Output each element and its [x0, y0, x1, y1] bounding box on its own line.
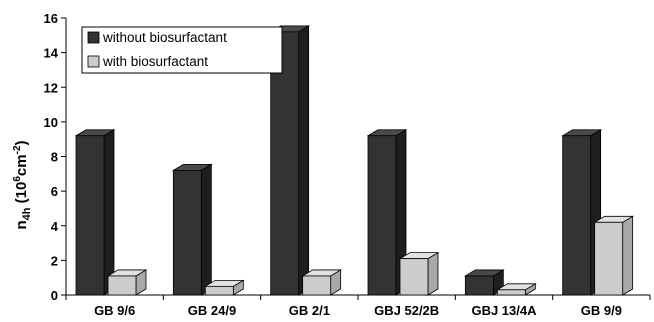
- y-tick-label: 4: [51, 219, 59, 234]
- y-tick-label: 8: [51, 150, 58, 165]
- bar-front-face: [108, 276, 136, 295]
- bar-front-face: [303, 276, 331, 295]
- y-tick-label: 16: [44, 11, 58, 26]
- bar-front-face: [595, 222, 623, 295]
- legend: without biosurfactant with biosurfactant: [82, 27, 282, 73]
- y-tick-label: 14: [44, 46, 59, 61]
- category-label: GB 24/9: [188, 303, 236, 318]
- y-tick-label: 2: [51, 253, 58, 268]
- bar-front-face: [497, 290, 525, 295]
- y-tick-label: 10: [44, 115, 58, 130]
- y-tick-label: 6: [51, 184, 58, 199]
- legend-label-with: with biosurfactant: [102, 54, 208, 69]
- category-label: GBJ 13/4A: [471, 303, 537, 318]
- bar-with-biosurfactant: [205, 280, 243, 295]
- bar-side-face: [623, 216, 633, 295]
- category-label: GBJ 52/2B: [374, 303, 439, 318]
- bar-side-face: [299, 26, 309, 295]
- bar-with-biosurfactant: [400, 253, 438, 295]
- legend-swatch-with: [88, 56, 99, 67]
- bar-side-face: [201, 164, 211, 295]
- bar-with-biosurfactant: [108, 270, 146, 295]
- legend-label-without: without biosurfactant: [102, 30, 227, 45]
- bar-front-face: [205, 286, 233, 295]
- bar-front-face: [173, 170, 201, 295]
- bar-with-biosurfactant: [595, 216, 633, 295]
- bar-front-face: [368, 136, 396, 295]
- bar-without-biosurfactant: [173, 164, 211, 295]
- category-label: GB 2/1: [289, 303, 330, 318]
- category-labels: GB 9/6 GB 24/9 GB 2/1 GBJ 52/2B GBJ 13/4A GB …: [94, 303, 622, 318]
- y-tick-label: 12: [44, 80, 58, 95]
- y-axis-label: n4h (106cm-2): [12, 140, 33, 229]
- bar-side-face: [428, 253, 438, 295]
- bar-front-face: [563, 136, 591, 295]
- bar-front-face: [76, 136, 104, 295]
- bar-without-biosurfactant: [76, 130, 114, 295]
- bar-front-face: [400, 259, 428, 295]
- bar-with-biosurfactant: [303, 270, 341, 295]
- y-tick-label: 0: [51, 288, 58, 303]
- bar-front-face: [465, 276, 493, 295]
- bar-side-face: [104, 130, 114, 295]
- category-label: GB 9/9: [581, 303, 622, 318]
- y-axis-ticks: 0 2 4 6 8 10 12 14 16: [44, 11, 66, 303]
- category-label: GB 9/6: [94, 303, 135, 318]
- legend-swatch-without: [88, 32, 99, 43]
